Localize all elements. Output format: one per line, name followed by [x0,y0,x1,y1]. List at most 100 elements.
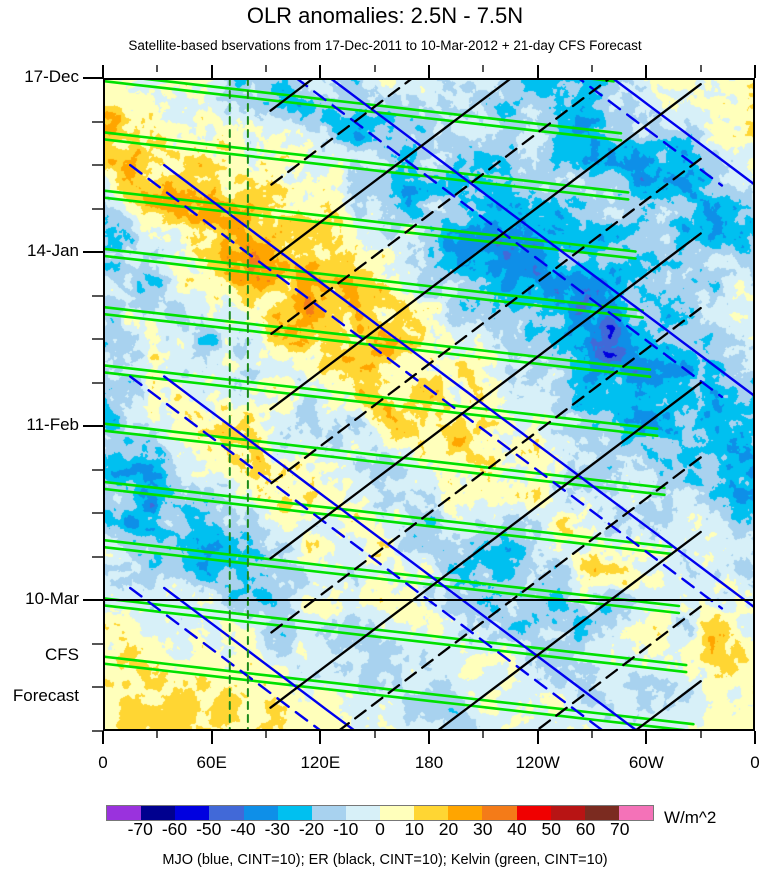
x-axis-tick-top-major [102,65,104,78]
kelvin-contour [103,604,688,674]
colorbar-swatch-9 [414,806,449,820]
mjo-contour-solid [163,375,640,731]
figure-subtitle: Satellite-based bservations from 17-Dec-… [128,38,642,53]
kelvin-contour [103,312,652,378]
er-contour-dashed [269,306,702,635]
kelvin-contour [103,189,637,253]
mjo-contour-solid [163,586,358,731]
colorbar-swatch-14 [584,806,619,820]
x-axis-label-6: 0 [750,753,760,772]
x-axis-label-5: 60W [628,753,664,772]
kelvin-contour [125,78,623,135]
kelvin-contour [103,538,681,608]
y-axis-tick-minor [92,512,103,515]
x-axis-tick-major [210,731,213,744]
mjo-contour-dashed [129,586,324,731]
y-axis-tick-major [83,425,103,428]
y-axis-label-10-mar: 10-Mar [25,589,79,609]
kelvin-contour [103,487,673,556]
colorbar-tick--10: -10 [333,819,359,839]
x-axis-tick-major [319,731,322,744]
x-axis-label-1: 60E [196,753,227,772]
colorbar-swatch-15 [618,806,653,820]
y-axis-label-11-feb: 11-Feb [26,415,79,435]
er-contour-solid [435,530,702,731]
mjo-contour-solid [610,78,755,187]
colorbar-swatch-7 [345,806,380,820]
y-axis-tick-minor [92,207,103,210]
colorbar-tick-0: 0 [375,819,385,839]
x-axis-label-4: 120W [515,753,560,772]
y-axis-tick-minor [92,730,103,732]
colorbar-tick-40: 40 [507,819,527,839]
kelvin-contour [103,137,630,201]
er-contour-solid [269,83,702,411]
colorbar-tick-60: 60 [575,819,596,839]
kelvin-contour [103,363,659,431]
colorbar-tick--40: -40 [230,819,256,839]
kelvin-contour [573,78,615,83]
y-axis-tick-major [83,599,103,602]
x-axis-tick-top-minor [482,65,485,72]
colorbar-tick-50: 50 [541,819,561,839]
colorbar-tick--20: -20 [298,819,325,839]
y-axis-tick-minor [92,468,103,471]
y-axis-tick-minor [92,120,103,123]
y-axis-tick-minor [92,381,103,384]
hovmoller-plot-area [103,78,755,731]
x-axis-tick-minor [265,731,267,738]
x-axis-tick-top-major [754,65,756,78]
colorbar [106,805,654,821]
page-title: OLR anomalies: 2.5N - 7.5N [246,3,524,28]
kelvin-contour [103,429,666,497]
x-axis-tick-top-minor [373,65,376,72]
x-axis-label-2: 120E [300,753,341,772]
kelvin-contour [103,247,644,312]
legend-caption: MJO (blue, CINT=10); ER (black, CINT=10)… [162,852,608,868]
x-axis-tick-top-major [536,65,539,78]
mjo-contour-dashed [129,375,606,731]
x-axis-tick-minor [482,731,485,738]
x-axis-tick-top-minor [156,65,159,72]
mjo-contour-solid [163,163,755,610]
kelvin-contour [103,422,666,490]
kelvin-contour [103,662,695,731]
kelvin-contour [103,480,673,549]
y-axis-label-17-dec: 17-Dec [24,67,79,86]
colorbar-tick-20: 20 [438,819,459,839]
y-axis-tick-minor [92,164,103,167]
er-contour-dashed [534,605,702,731]
kelvin-contour [103,254,644,319]
x-axis-tick-minor [373,731,376,738]
colorbar-tick--70: -70 [127,819,153,839]
colorbar-tick-70: 70 [610,819,630,839]
er-contour-solid [269,381,702,709]
y-axis-label-cfs-line2: Forecast [12,685,79,705]
colorbar-swatch-5 [277,806,312,820]
y-axis-tick-major [83,251,103,254]
x-axis-tick-minor [699,731,702,738]
er-contour-dashed [269,78,415,187]
kelvin-contour [103,655,695,726]
colorbar-swatch-0 [107,806,142,820]
x-axis-tick-top-major [319,65,322,78]
er-contour-solid [269,78,514,262]
x-axis-label-3: 180 [414,753,444,772]
x-axis-tick-top-minor [265,65,267,72]
x-axis-tick-top-minor [699,65,702,72]
x-axis-tick-minor [591,731,593,738]
x-axis-tick-major [645,731,648,744]
mjo-contour-dashed [294,78,724,399]
er-contour-solid [269,232,702,560]
x-axis-tick-minor [156,731,159,738]
colorbar-swatch-3 [209,806,244,820]
colorbar-tick--50: -50 [196,819,222,839]
colorbar-tick--30: -30 [264,819,290,839]
mjo-contour-dashed [129,163,724,610]
colorbar-swatch-4 [243,806,278,820]
x-axis-tick-major [428,731,430,744]
wave-contour-overlay [103,78,755,731]
x-axis-tick-major [754,731,756,744]
kelvin-contour [103,196,637,260]
forecast-start-line [103,599,755,602]
